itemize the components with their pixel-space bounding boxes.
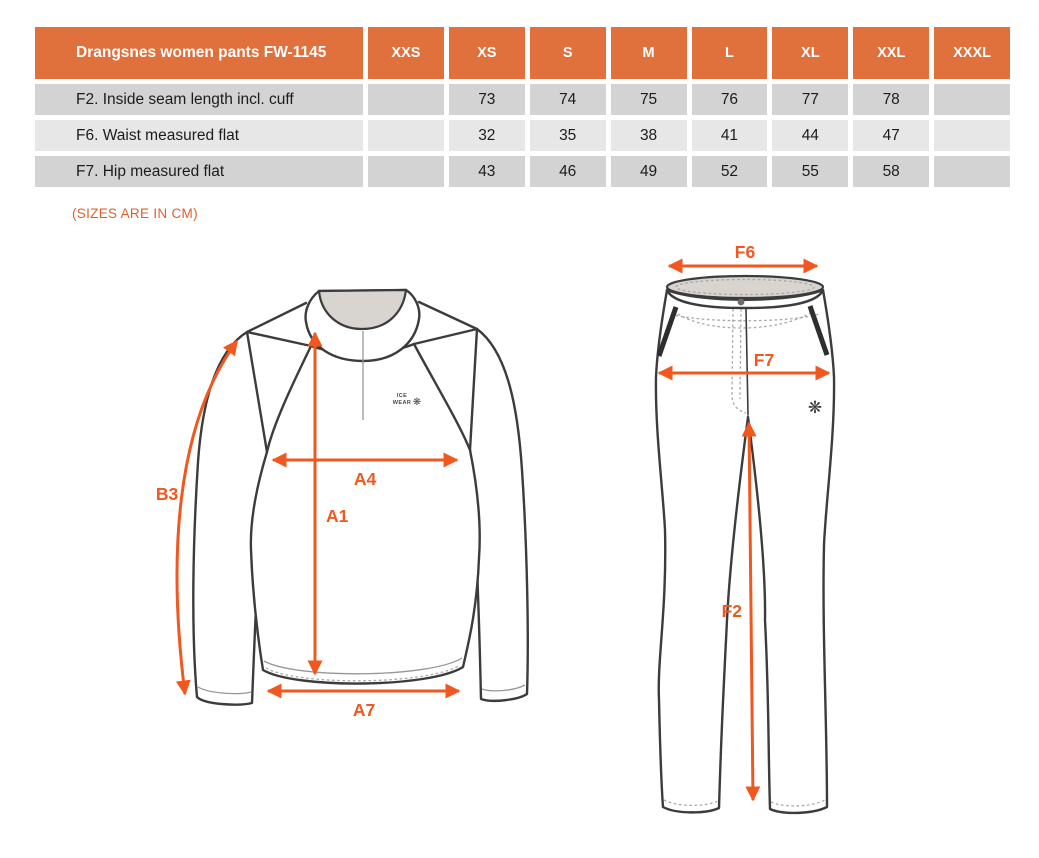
table-value-cell [934, 84, 1010, 115]
sizes-unit-note: (SIZES ARE IN CM) [72, 206, 198, 221]
b3-sleeve-arrow [175, 339, 239, 696]
table-header-size-cell-s: S [529, 27, 606, 79]
table-value-cell: 52 [691, 156, 768, 187]
table-value-cell: 43 [448, 156, 525, 187]
table-value-cell: 77 [772, 84, 849, 115]
sweater-right-yoke-seam [412, 300, 479, 346]
table-value-cell: 76 [691, 84, 768, 115]
sweater-collar-opening [317, 288, 408, 331]
table-header-size-cell-xxl: XXL [853, 27, 930, 79]
table-value-cell [368, 120, 444, 151]
table-header-size-cell-xxxl: XXXL [934, 27, 1010, 79]
table-value-cell: 55 [772, 156, 849, 187]
table-header-size-cell-xxs: XXS [368, 27, 444, 79]
size-table: Drangsnes women pants FW-1145 XXS XS S M L XL X… [35, 27, 1010, 187]
table-header-size-cell-m: M [610, 27, 687, 79]
pants-waist-opening [665, 274, 825, 300]
f7-label: F7 [754, 350, 774, 370]
icewear-logo-line1: ICE [397, 393, 407, 399]
f2-inseam-arrow [741, 421, 761, 802]
a4-label: A4 [354, 469, 377, 489]
table-value-cell [368, 156, 444, 187]
table-value-cell [368, 84, 444, 115]
sweater-right-cuff-line [481, 684, 526, 692]
table-row-label-cell: F6. Waist measured flat [35, 120, 363, 151]
table-value-cell: 58 [853, 156, 930, 187]
a7-label: A7 [353, 700, 375, 720]
table-value-cell: 74 [529, 84, 606, 115]
sweater-hem-stitch [265, 664, 461, 682]
icewear-logo-line2: WEAR [393, 400, 411, 406]
b3-label: B3 [156, 484, 179, 504]
pants-right-hem-stitch [770, 799, 826, 807]
table-value-cell: 49 [610, 156, 687, 187]
table-value-cell: 78 [853, 84, 930, 115]
pants-left-hem-stitch [663, 799, 719, 807]
table-value-cell [934, 120, 1010, 151]
pants-left-pocket [656, 306, 679, 357]
pants-snowflake-icon: ❋ [808, 398, 822, 418]
f2-label: F2 [722, 601, 743, 621]
table-value-cell [934, 156, 1010, 187]
table-value-cell: 46 [529, 156, 606, 187]
sweater-hem-line [263, 657, 463, 675]
icewear-logo-snowflake-icon: ❋ [413, 397, 421, 408]
table-row-label-cell: F7. Hip measured flat [35, 156, 363, 187]
table-header-size-cell-xs: XS [448, 27, 525, 79]
a1-label: A1 [326, 506, 349, 526]
table-value-cell: 75 [610, 84, 687, 115]
table-value-cell: 41 [691, 120, 768, 151]
sweater-body [249, 342, 481, 685]
table-header-size-cell-xl: XL [772, 27, 849, 79]
table-header-product-cell: Drangsnes women pants FW-1145 [35, 27, 363, 79]
sweater-diagram: ICE WEAR ❋ B3 A4 A1 A7 [156, 288, 529, 720]
table-value-cell: 38 [610, 120, 687, 151]
pants-waistband-edge [665, 288, 825, 310]
pants-fly-stitch [731, 308, 747, 414]
pants-waist-opening-stitch [675, 278, 815, 296]
pants-silhouette [654, 288, 836, 815]
table-value-cell: 35 [529, 120, 606, 151]
pants-yoke-stitch [677, 311, 813, 329]
pants-button-icon [737, 298, 745, 306]
pants-center-seam [745, 307, 749, 416]
table-header-size-cell-l: L [691, 27, 768, 79]
table-value-cell: 44 [772, 120, 849, 151]
table-value-cell: 47 [853, 120, 930, 151]
table-value-cell: 73 [448, 84, 525, 115]
pants-diagram: ❋ F6 F7 F2 [654, 242, 836, 815]
f6-label: F6 [735, 242, 756, 262]
sweater-left-yoke-seam [245, 301, 313, 348]
table-row-label-cell: F2. Inside seam length incl. cuff [35, 84, 363, 115]
table-value-cell: 32 [448, 120, 525, 151]
pants-right-pocket [807, 305, 830, 356]
